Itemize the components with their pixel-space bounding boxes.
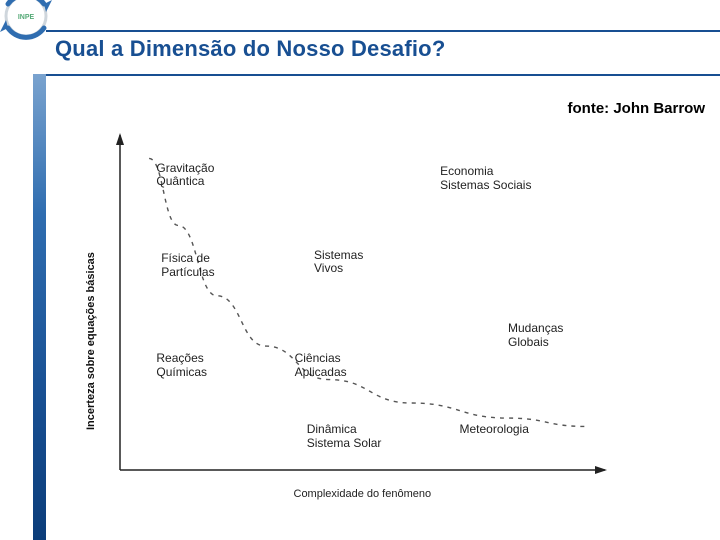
title-rule-bottom: [46, 74, 720, 76]
title-rule-top: [46, 30, 720, 32]
slide-title: Qual a Dimensão do Nosso Desafio?: [55, 36, 445, 62]
chart-area: fonte: John Barrow Incerteza sobre equaç…: [65, 100, 705, 530]
x-axis-label: Complexidade do fenômeno: [294, 488, 432, 500]
source-label: fonte: John Barrow: [568, 100, 706, 117]
label-dss: Dinâmica Sistema Solar: [307, 423, 382, 451]
logo-badge: INPE: [0, 0, 56, 46]
label-rq: Reações Químicas: [156, 352, 207, 380]
label-fp: Física de Partículas: [161, 252, 214, 280]
slide-page: INPE Qual a Dimensão do Nosso Desafio? f…: [0, 0, 720, 540]
label-mg: Mudanças Globais: [508, 322, 563, 350]
label-sv: Sistemas Vivos: [314, 249, 363, 277]
label-ess: Economia Sistemas Sociais: [440, 165, 531, 193]
svg-text:INPE: INPE: [18, 14, 35, 21]
side-stripe: [33, 74, 46, 540]
y-axis-label: Incerteza sobre equações básicas: [85, 252, 97, 430]
label-ca: Ciências Aplicadas: [295, 352, 347, 380]
label-gq: Gravitação Quântica: [156, 162, 214, 190]
label-met: Meteorologia: [460, 423, 529, 437]
